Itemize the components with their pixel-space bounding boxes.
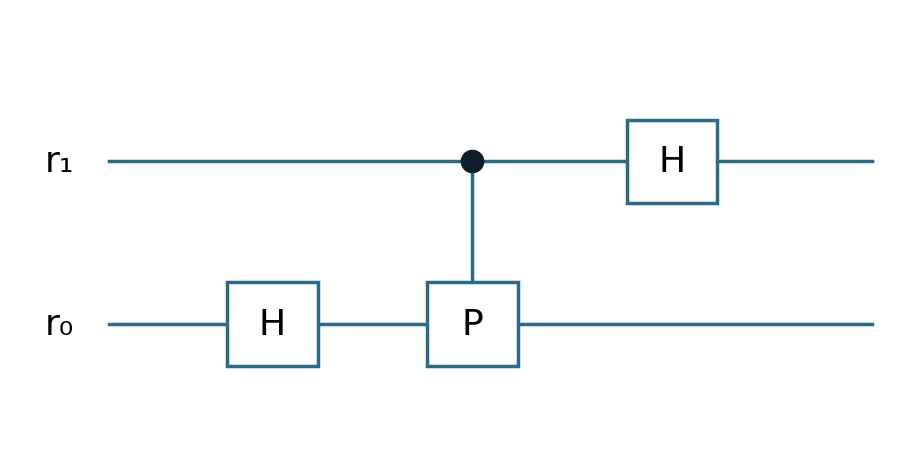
Text: H: H: [658, 145, 686, 179]
Text: P: P: [461, 307, 483, 341]
FancyBboxPatch shape: [627, 120, 717, 204]
FancyBboxPatch shape: [227, 282, 318, 366]
Text: H: H: [259, 307, 286, 341]
Text: r₀: r₀: [44, 307, 74, 341]
Text: r₁: r₁: [44, 145, 74, 179]
FancyBboxPatch shape: [427, 282, 518, 366]
